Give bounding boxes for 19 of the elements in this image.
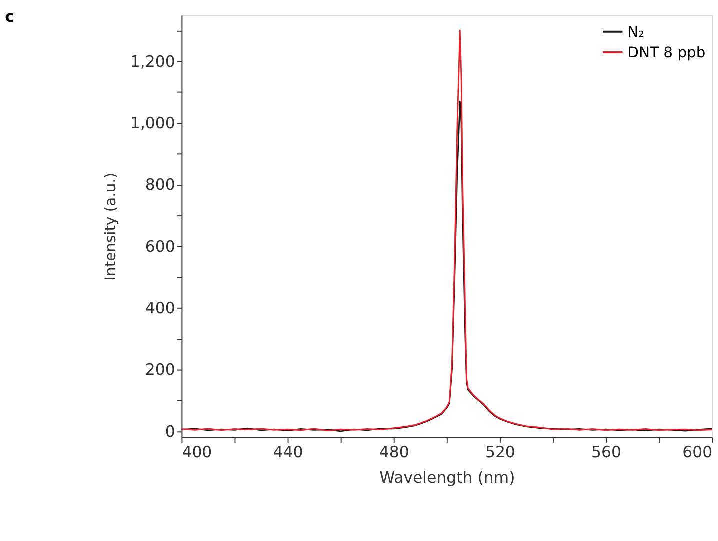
y-tick-label: 200 <box>145 360 176 380</box>
y-tick-label: 1,200 <box>130 52 176 71</box>
legend-label: N₂ <box>628 24 645 41</box>
y-tick-label: 600 <box>145 236 176 256</box>
x-tick-label: 560 <box>592 442 622 462</box>
x-tick-label: 400 <box>182 442 212 462</box>
x-axis-title: Wavelength (nm) <box>380 468 516 488</box>
y-tick-label: 1,000 <box>130 114 176 133</box>
legend-label: DNT 8 ppb <box>628 44 706 62</box>
x-tick-label: 480 <box>379 442 410 462</box>
x-tick-label: 440 <box>273 442 304 462</box>
text: c <box>5 7 14 26</box>
line-series <box>182 100 712 432</box>
y-axis-title: Intensity (a.u.) <box>102 172 120 281</box>
y-tick-label: 0 <box>165 422 176 441</box>
x-tick-label: 520 <box>485 442 516 462</box>
x-tick-label: 600 <box>682 442 713 462</box>
y-tick-label: 800 <box>145 175 176 194</box>
y-tick-label: 400 <box>145 298 176 318</box>
